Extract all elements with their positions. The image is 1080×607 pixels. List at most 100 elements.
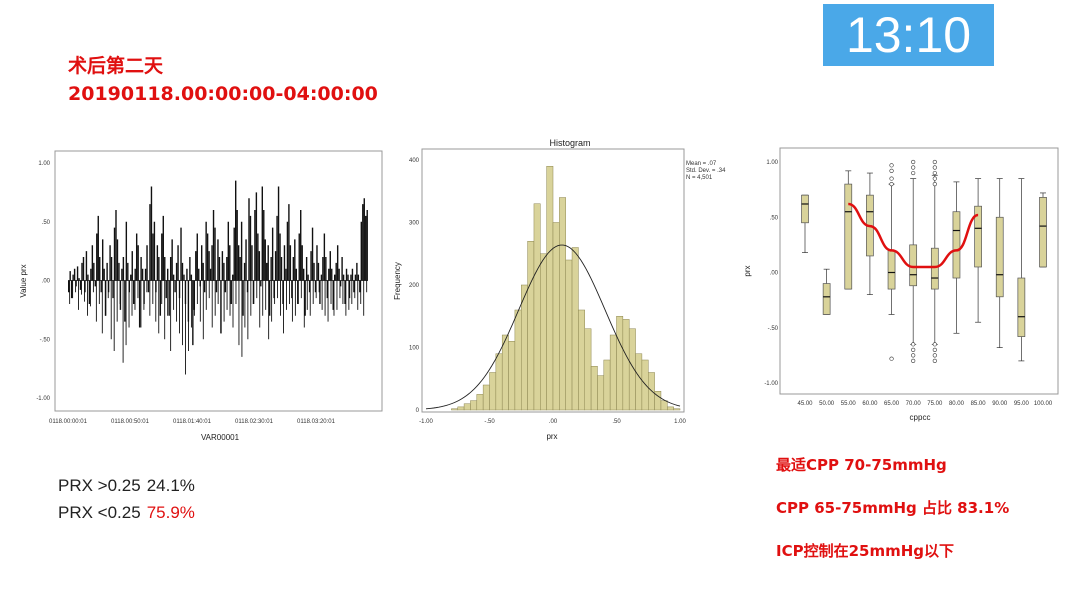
timeseries-neg-bar bbox=[146, 280, 148, 293]
boxplot-x-tick: 45.00 bbox=[797, 401, 813, 407]
timeseries-x-tick: 0118.02:30:01 bbox=[235, 419, 274, 425]
timeseries-bar bbox=[227, 221, 230, 281]
timeseries-bar bbox=[171, 239, 173, 281]
timeseries-neg-bar bbox=[336, 280, 338, 310]
boxplot-x-tick: 75.00 bbox=[927, 401, 943, 407]
histogram-bar bbox=[565, 259, 573, 411]
timeseries-bar bbox=[301, 245, 303, 281]
timeseries-bar bbox=[149, 204, 151, 281]
timeseries-neg-bar bbox=[69, 280, 71, 304]
timeseries-x-tick: 0118.03:20:01 bbox=[297, 419, 336, 425]
timeseries-bar bbox=[341, 257, 343, 281]
timeseries-neg-bar bbox=[345, 280, 347, 316]
timeseries-neg-bar bbox=[229, 280, 231, 316]
timeseries-bar bbox=[221, 251, 224, 281]
timeseries-bar bbox=[198, 268, 200, 281]
timeseries-bar bbox=[208, 251, 210, 281]
timeseries-neg-bar bbox=[277, 280, 279, 299]
timeseries-bar bbox=[110, 257, 113, 281]
histogram-bar bbox=[451, 408, 458, 411]
prx-stat-low-value: 75.9% bbox=[146, 503, 195, 522]
box-body bbox=[995, 216, 1004, 298]
histogram-bars bbox=[451, 166, 681, 411]
histogram-y-ticks: 0 100 200 300 400 bbox=[409, 158, 420, 414]
timeseries-bar bbox=[254, 210, 256, 281]
box-outlier bbox=[889, 168, 894, 173]
timeseries-neg-bar bbox=[182, 280, 183, 346]
timeseries-bar bbox=[307, 274, 309, 281]
timeseries-neg-bar bbox=[283, 280, 284, 334]
timeseries-bar bbox=[339, 280, 342, 287]
timeseries-bar bbox=[273, 280, 275, 299]
timeseries-bar bbox=[226, 257, 228, 281]
timeseries-bar bbox=[308, 280, 311, 293]
timeseries-neg-bar bbox=[268, 280, 270, 340]
timeseries-bar bbox=[335, 262, 337, 281]
timeseries-neg-bar bbox=[137, 280, 139, 299]
timeseries-neg-bar bbox=[167, 280, 169, 316]
timeseries-neg-bar bbox=[300, 280, 302, 299]
timeseries-bar bbox=[186, 268, 188, 281]
timeseries-y-tick: .50 bbox=[42, 220, 51, 226]
timeseries-bar bbox=[181, 262, 184, 281]
timeseries-bar bbox=[79, 280, 82, 290]
prx-stat-high-value: 24.1% bbox=[146, 476, 195, 495]
box-outlier bbox=[889, 356, 894, 361]
timeseries-neg-bar bbox=[110, 280, 112, 340]
timeseries-bar bbox=[84, 280, 86, 293]
histogram-bar bbox=[476, 394, 484, 411]
timeseries-bar bbox=[363, 198, 365, 281]
box-outlier bbox=[932, 347, 937, 352]
box-body bbox=[887, 250, 896, 290]
timeseries-bar bbox=[112, 280, 114, 299]
timeseries-bar bbox=[319, 280, 321, 304]
boxplot-x-label: cppcc bbox=[910, 413, 931, 422]
timeseries-neg-bar bbox=[196, 280, 198, 304]
timeseries-x-ticks: 0118.00:00:01 0118.00:50:01 0118.01:40:01 0… bbox=[49, 419, 336, 425]
timeseries-y-tick: -.50 bbox=[40, 337, 51, 343]
timeseries-bar bbox=[235, 180, 237, 281]
histogram-legend-line: Std. Dev. = .34 bbox=[686, 168, 726, 174]
histogram-bar bbox=[495, 353, 503, 411]
timeseries-neg-bar bbox=[291, 280, 293, 322]
timeseries-neg-bar bbox=[92, 280, 94, 293]
boxplot-y-ticks: 1.00 .50 .00 -.50 -1.00 bbox=[764, 160, 778, 387]
timeseries-bar bbox=[130, 274, 132, 281]
box-outlier bbox=[932, 165, 937, 170]
timeseries-bar bbox=[336, 245, 339, 281]
timeseries-bar bbox=[211, 245, 213, 281]
boxplot-x-tick: 55.00 bbox=[841, 401, 857, 407]
boxplot-x-tick: 65.00 bbox=[884, 401, 900, 407]
timeseries-bar bbox=[261, 186, 263, 281]
timeseries-bar bbox=[243, 262, 246, 281]
timeseries-bar bbox=[332, 280, 334, 310]
timeseries-bar bbox=[81, 262, 83, 281]
timeseries-neg-bar bbox=[280, 280, 281, 316]
clinical-notes: 最适CPP 70-75mmHg CPP 65-75mmHg 占比 83.1% I… bbox=[776, 454, 1009, 583]
timeseries-bar bbox=[356, 262, 358, 281]
timeseries-bar bbox=[357, 274, 360, 281]
timeseries-bar bbox=[362, 204, 364, 281]
timeseries-bar bbox=[159, 280, 162, 316]
histogram-bar bbox=[673, 408, 681, 411]
timeseries-bar bbox=[164, 257, 166, 281]
histogram-bar bbox=[489, 372, 497, 411]
timeseries-neg-bar bbox=[122, 280, 124, 363]
histogram-y-tick: 400 bbox=[409, 158, 420, 164]
timeseries-neg-bar bbox=[342, 280, 344, 304]
timeseries-neg-bar bbox=[95, 280, 97, 322]
box-outlier bbox=[889, 163, 894, 168]
timeseries-bar bbox=[230, 280, 232, 304]
histogram-chart: Histogram 0 100 200 300 400 -1.00 -.50 .00 .50 1… bbox=[393, 138, 726, 441]
timeseries-bar bbox=[233, 227, 235, 281]
note-cpp-proportion: CPP 65-75mmHg 占比 83.1% bbox=[776, 499, 1010, 517]
timeseries-bar bbox=[347, 274, 349, 281]
timeseries-bar bbox=[167, 268, 169, 281]
histogram-x-tick: .50 bbox=[612, 419, 621, 425]
timeseries-bar bbox=[329, 251, 331, 281]
timeseries-bar bbox=[251, 245, 253, 281]
histogram-bar bbox=[514, 309, 522, 411]
histogram-legend-line: N = 4,501 bbox=[686, 175, 713, 181]
timeseries-neg-bar bbox=[297, 280, 299, 304]
box-outlier bbox=[932, 353, 937, 358]
